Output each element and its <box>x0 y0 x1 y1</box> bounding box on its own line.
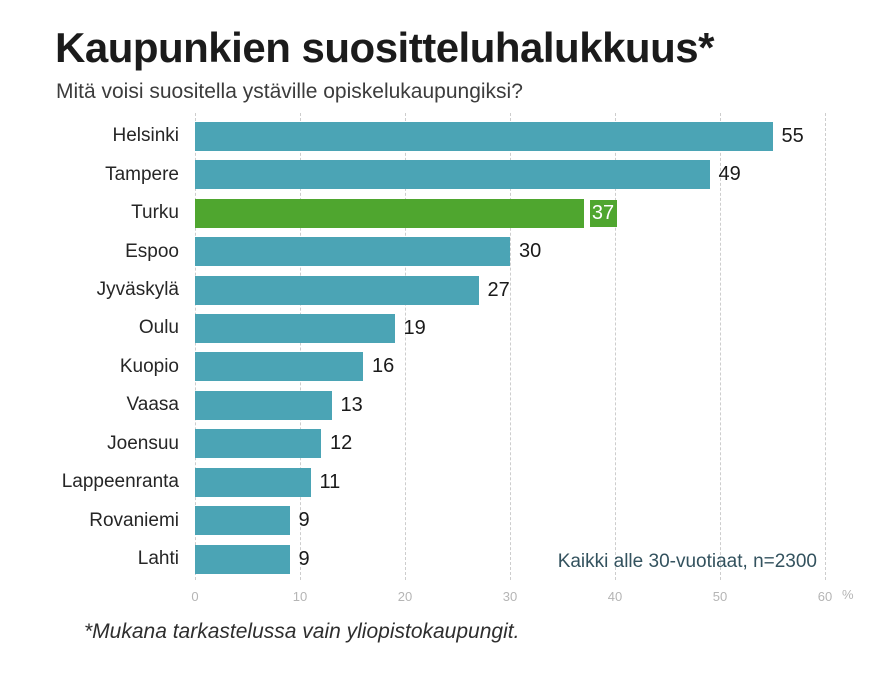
value-label: 19 <box>403 316 426 339</box>
page-subtitle: Mitä voisi suositella ystäville opiskelu… <box>56 80 523 103</box>
bar <box>195 313 395 343</box>
category-label: Jyväskylä <box>96 279 179 301</box>
sample-size-note: Kaikki alle 30-vuotiaat, n=2300 <box>557 551 817 572</box>
chart-row-oulu: Oulu 19 <box>0 309 882 347</box>
value-label: 9 <box>298 509 310 532</box>
chart-row-rovaniemi: Rovaniemi 9 <box>0 502 882 540</box>
chart-row-helsinki: Helsinki 55 <box>0 117 882 155</box>
gridline-50 <box>720 113 721 580</box>
x-tick-label-0: 0 <box>191 589 199 604</box>
x-tick-label-20: 20 <box>397 589 413 604</box>
value-label: 55 <box>781 124 804 147</box>
value-label: 13 <box>340 393 363 416</box>
bar <box>195 121 773 151</box>
bar <box>195 506 290 536</box>
gridline-30 <box>510 113 511 580</box>
chart-row-tampere: Tampere 49 <box>0 155 882 193</box>
gridline-20 <box>405 113 406 580</box>
category-label: Oulu <box>138 317 179 339</box>
value-label: 27 <box>487 278 510 301</box>
gridline-60 <box>825 113 826 580</box>
category-label: Lahti <box>137 548 179 570</box>
chart-row-kuopio: Kuopio 16 <box>0 348 882 386</box>
value-label: 49 <box>718 163 741 186</box>
page-title: Kaupunkien suositteluhalukkuus* <box>55 24 714 71</box>
x-tick-label-30: 30 <box>502 589 518 604</box>
x-tick-label-10: 10 <box>292 589 308 604</box>
value-label: 16 <box>372 355 395 378</box>
gridline-0 <box>195 113 196 580</box>
chart-row-espoo: Espoo 30 <box>0 232 882 270</box>
chart-row-turku: Turku 37 <box>0 194 882 232</box>
gridline-10 <box>300 113 301 580</box>
bar <box>195 429 321 459</box>
value-label: 9 <box>298 547 310 570</box>
category-label: Tampere <box>105 163 179 185</box>
bar <box>195 237 510 267</box>
gridline-40 <box>615 113 616 580</box>
x-tick-label-50: 50 <box>712 589 728 604</box>
category-label: Lappeenranta <box>61 471 179 493</box>
chart-row-lappeenranta: Lappeenranta 11 <box>0 463 882 501</box>
chart-row-joensuu: Joensuu 12 <box>0 425 882 463</box>
bar <box>195 390 332 420</box>
chart-row-jyväskylä: Jyväskylä 27 <box>0 271 882 309</box>
category-label: Rovaniemi <box>89 509 179 531</box>
value-label: 12 <box>330 432 353 455</box>
category-label: Espoo <box>125 240 179 262</box>
value-label: 11 <box>319 470 341 493</box>
bar <box>195 467 311 497</box>
x-axis-unit-label: % <box>842 587 854 602</box>
x-tick-label-40: 40 <box>607 589 623 604</box>
bar-highlighted <box>195 198 584 228</box>
x-tick-label-60: 60 <box>817 589 833 604</box>
footnote: *Mukana tarkastelussa vain yliopistokaup… <box>84 620 520 643</box>
category-label: Helsinki <box>112 125 179 147</box>
bar <box>195 160 710 190</box>
category-label: Turku <box>131 202 179 224</box>
bar <box>195 352 363 382</box>
value-label: 30 <box>519 240 542 263</box>
chart-row-vaasa: Vaasa 13 <box>0 386 882 424</box>
bar <box>195 275 479 305</box>
value-label: 37 <box>589 199 617 227</box>
category-label: Kuopio <box>119 355 179 377</box>
category-label: Vaasa <box>126 394 179 416</box>
chart-row-lahti: Lahti 9 <box>0 540 882 578</box>
chart-gridlines <box>195 113 827 580</box>
category-label: Joensuu <box>107 432 179 454</box>
bar <box>195 544 290 574</box>
